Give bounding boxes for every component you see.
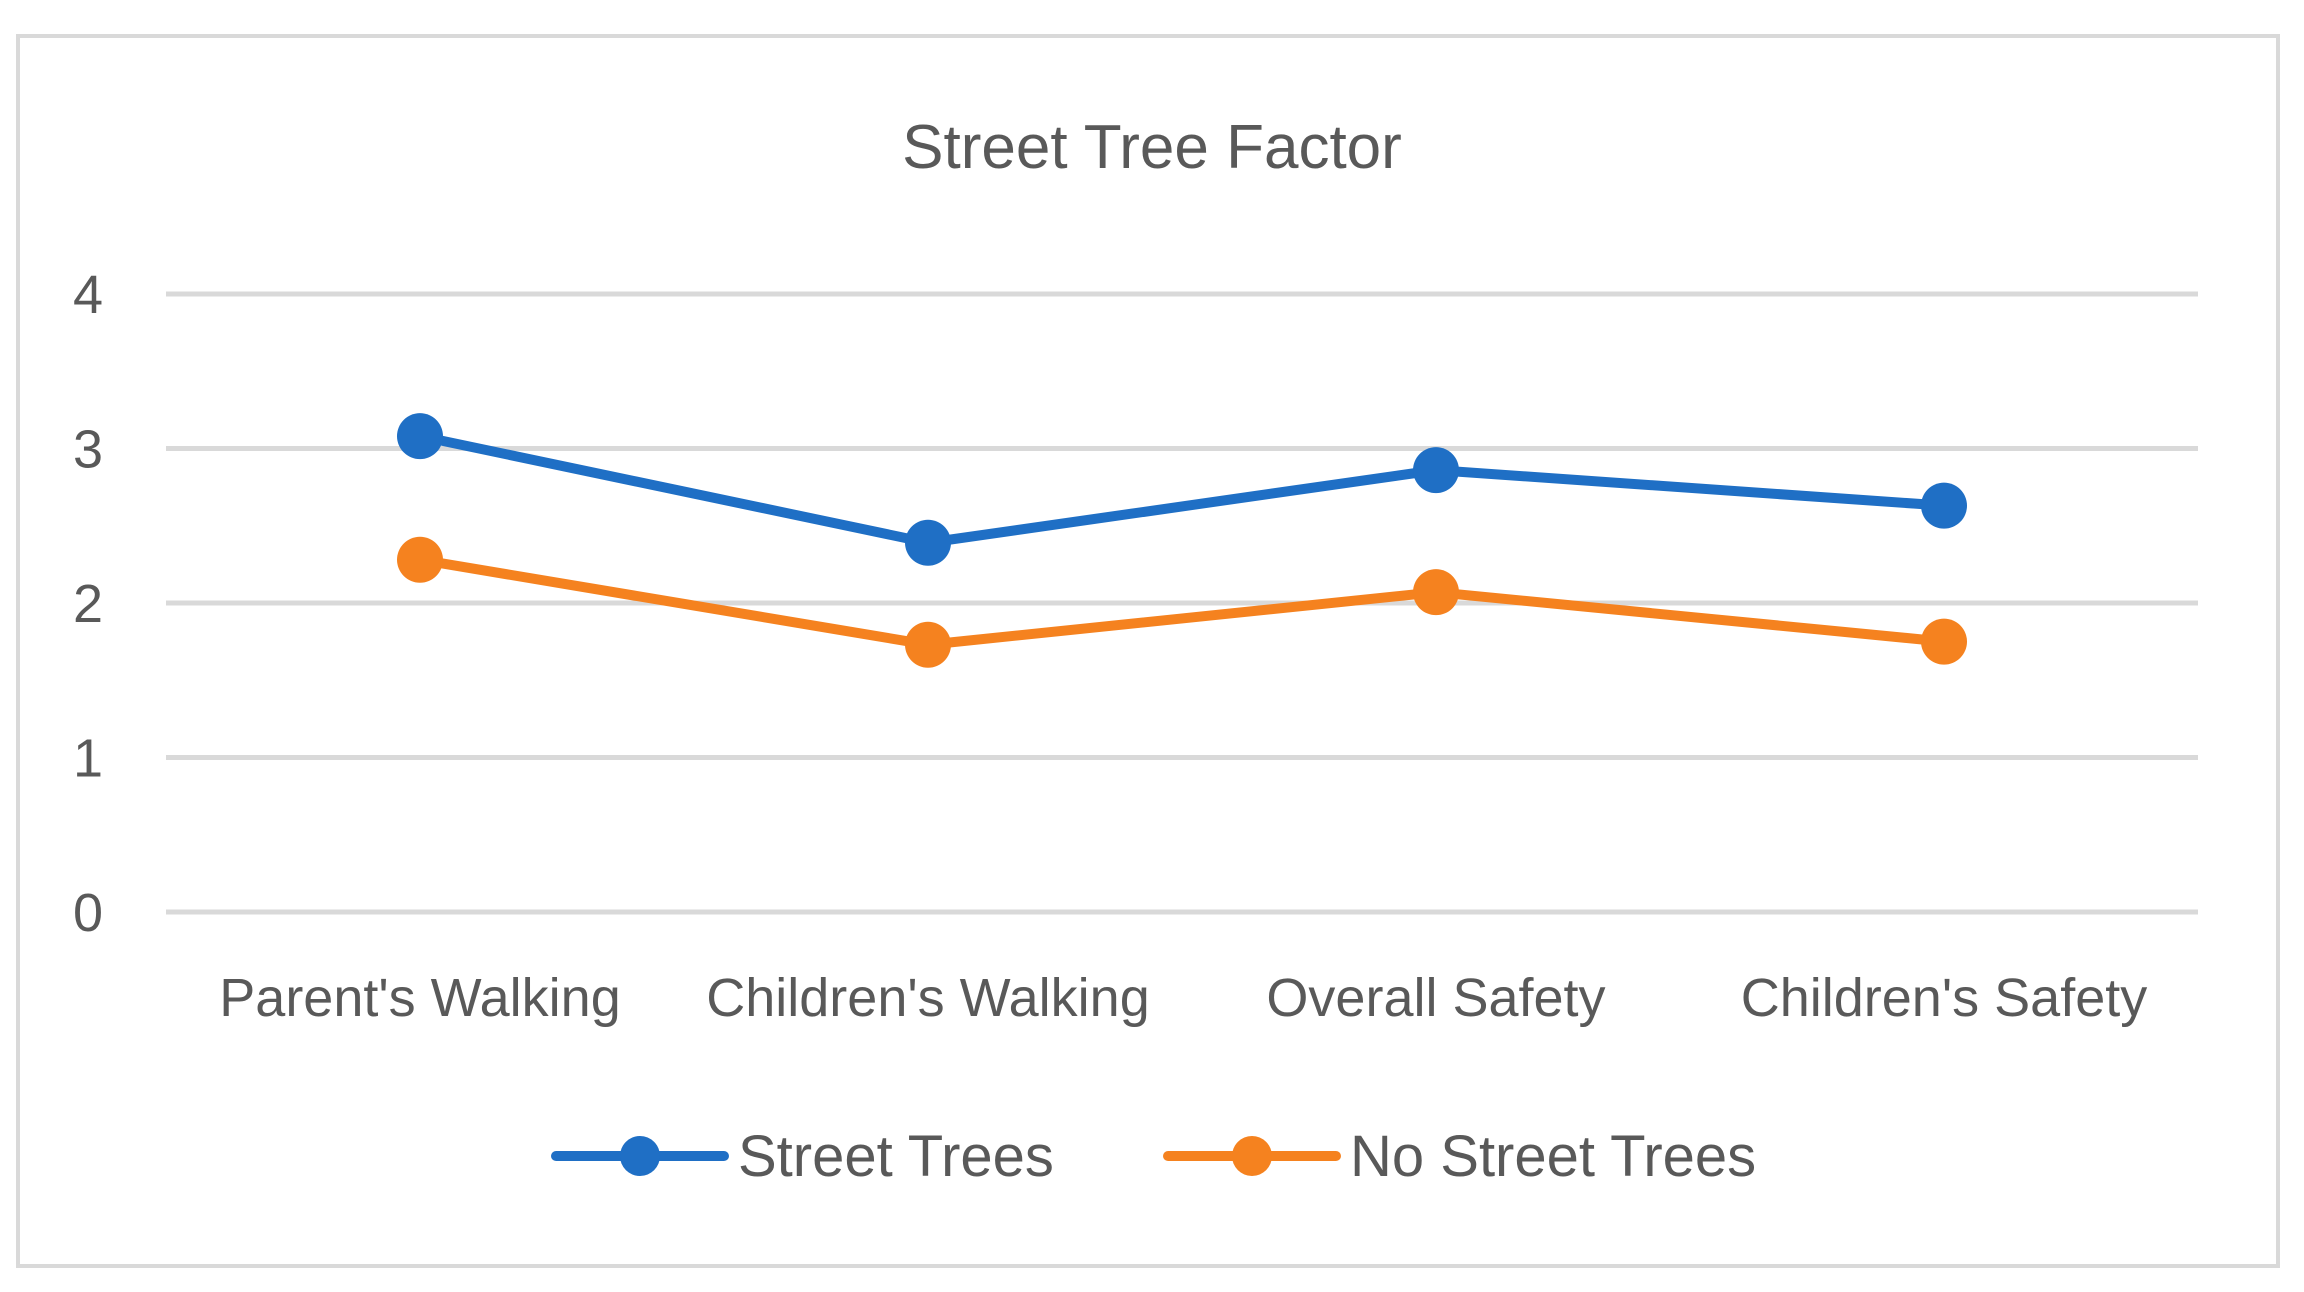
data-point xyxy=(397,536,443,583)
series-line-no-street-trees xyxy=(415,554,1949,650)
data-point xyxy=(1413,569,1459,616)
series-group xyxy=(397,413,1967,668)
grid-lines xyxy=(166,291,2198,915)
data-point xyxy=(397,413,443,460)
x-axis: Parent's Walking Children's Walking Overal… xyxy=(219,968,2147,1028)
chart-frame xyxy=(16,34,2280,1268)
series-line-street-trees xyxy=(415,431,1949,548)
legend-street-trees-marker xyxy=(620,1136,660,1176)
y-tick-label-4: 4 xyxy=(73,265,103,325)
y-tick-label-3: 3 xyxy=(73,420,103,480)
y-axis: 0 1 2 3 4 xyxy=(73,265,103,943)
legend-no-street-trees-marker xyxy=(1232,1136,1272,1176)
data-point xyxy=(1921,482,1967,529)
data-point xyxy=(1413,447,1459,494)
legend-no-street-trees-label: No Street Trees xyxy=(1350,1124,1756,1189)
data-point xyxy=(905,621,951,668)
x-tick-label: Children's Safety xyxy=(1741,968,2148,1028)
y-tick-label-2: 2 xyxy=(73,574,103,634)
x-tick-label: Parent's Walking xyxy=(219,968,620,1028)
data-point xyxy=(905,519,951,566)
x-tick-label: Overall Safety xyxy=(1266,968,1605,1028)
y-tick-label-1: 1 xyxy=(73,729,103,789)
legend-street-trees-label: Street Trees xyxy=(738,1124,1054,1189)
y-tick-label-0: 0 xyxy=(73,883,103,943)
x-tick-label: Children's Walking xyxy=(706,968,1149,1028)
data-point xyxy=(1921,618,1967,665)
legend: Street Trees No Street Trees xyxy=(551,1124,1756,1189)
chart-title: Street Tree Factor xyxy=(902,113,1402,182)
